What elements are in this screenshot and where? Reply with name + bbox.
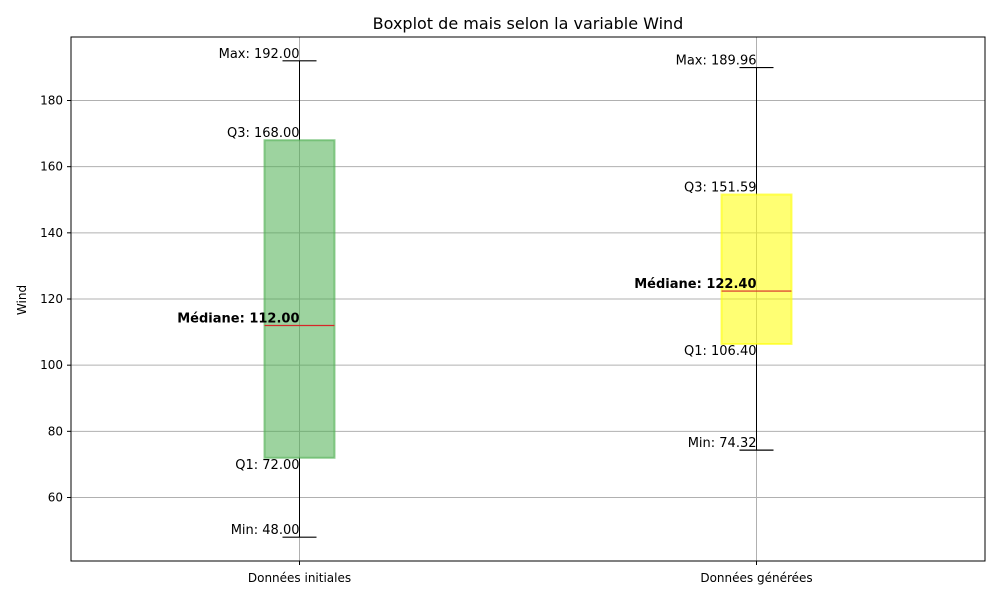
box-layer <box>263 60 793 538</box>
q1-label: Q1: 72.00 <box>235 458 299 473</box>
x-tick-label: Données générées <box>700 571 812 585</box>
min-label: Min: 48.00 <box>231 523 300 538</box>
y-tick-label: 120 <box>40 292 63 306</box>
median-label: Médiane: 122.40 <box>634 277 756 292</box>
median-label: Médiane: 112.00 <box>177 311 299 326</box>
q1-label: Q1: 106.40 <box>684 344 757 359</box>
grid-layer <box>71 37 985 561</box>
max-label: Max: 189.96 <box>676 54 757 69</box>
q3-label: Q3: 151.59 <box>684 180 757 195</box>
box-iqr <box>720 193 793 345</box>
y-tick-label: 160 <box>40 160 63 174</box>
box-iqr <box>263 139 336 459</box>
label-layer: Max: 192.00 Q3: 168.00 Médiane: 112.00 Q1: … <box>177 47 756 538</box>
y-tick-label: 60 <box>48 490 63 504</box>
x-tick-label: Données initiales <box>248 571 351 585</box>
y-tick-label: 140 <box>40 226 63 240</box>
y-tick-label: 180 <box>40 94 63 108</box>
axis-layer: 60 80 100 120 140 160 180 Données initiales Donn… <box>40 94 813 585</box>
y-axis-label: Wind <box>15 285 29 315</box>
max-label: Max: 192.00 <box>219 47 300 62</box>
y-tick-label: 100 <box>40 358 63 372</box>
q3-label: Q3: 168.00 <box>227 126 300 141</box>
y-tick-label: 80 <box>48 424 63 438</box>
chart-title: Boxplot de mais selon la variable Wind <box>373 14 684 33</box>
min-label: Min: 74.32 <box>688 436 757 451</box>
